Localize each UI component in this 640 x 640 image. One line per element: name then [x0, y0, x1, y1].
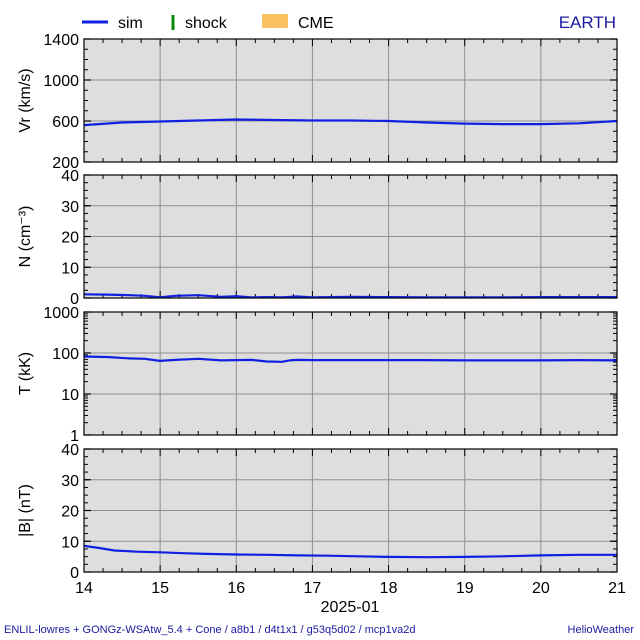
x-tick-label: 19: [456, 580, 474, 597]
plot-area-temperature: [84, 312, 617, 435]
panel-frame-density: [83, 174, 618, 299]
y-tick-label: 1000: [43, 305, 79, 322]
legend: sim shock CME EARTH: [82, 13, 616, 32]
y-tick-label: 40: [61, 442, 79, 459]
footer-brand: HelioWeather: [568, 624, 635, 636]
y-tick-label: 40: [61, 168, 79, 185]
panel-density: 0 10 20 30 40 N (cm⁻³): [17, 168, 618, 308]
series-line-temperature: [83, 355, 618, 363]
panel-frame-bfield: [83, 448, 618, 573]
location-label: EARTH: [559, 13, 616, 32]
x-tick-label: 15: [151, 580, 169, 597]
y-tick-label: 200: [52, 155, 79, 172]
series-line-vr: [83, 118, 618, 127]
y-axis-title-density: N (cm⁻³): [17, 206, 34, 268]
panel-frame-temperature: [83, 311, 618, 436]
panel-bfield: 0 10 20 30 40 |B| (nT) 14 15 16 17 18 19 20 21: [17, 442, 626, 597]
series-line-bfield: [83, 544, 617, 559]
x-tick-label: 17: [304, 580, 322, 597]
y-axis-title-temperature: T (kK): [17, 352, 34, 395]
panel-frame-vr: [83, 38, 618, 163]
y-tick-label: 10: [61, 387, 79, 404]
y-tick-label: 30: [61, 473, 79, 490]
x-tick-label: 21: [608, 580, 626, 597]
plot-area-vr: [84, 39, 617, 162]
y-tick-label: 100: [52, 346, 79, 363]
y-axis-title-vr: Vr (km/s): [17, 68, 34, 132]
x-tick-label: 20: [532, 580, 550, 597]
series-line-density: [83, 293, 617, 299]
footer-model-info: ENLIL-lowres + GONGz-WSAtw_5.4 + Cone / …: [4, 624, 416, 636]
legend-cme-swatch: [262, 14, 288, 28]
y-tick-label: 0: [70, 565, 79, 582]
panel-vr: 200 600 1000 1400 Vr (km/s): [17, 32, 618, 172]
y-tick-label: 1400: [43, 32, 79, 49]
x-tick-label: 18: [380, 580, 398, 597]
y-tick-label: 10: [61, 534, 79, 551]
y-tick-label: 20: [61, 504, 79, 521]
legend-cme-label: CME: [298, 15, 334, 32]
legend-sim-label: sim: [118, 15, 143, 32]
y-tick-label: 20: [61, 230, 79, 247]
y-axis-title-bfield: |B| (nT): [17, 484, 34, 537]
legend-shock-label: shock: [185, 15, 228, 32]
y-tick-label: 10: [61, 260, 79, 277]
y-tick-label: 1000: [43, 73, 79, 90]
y-tick-label: 1: [70, 428, 79, 445]
x-axis-title: 2025-01: [321, 599, 380, 616]
y-tick-label: 0: [70, 291, 79, 308]
y-tick-label: 30: [61, 199, 79, 216]
panel-temperature: 1 10 100 1000 T (kK): [17, 305, 618, 445]
x-tick-label: 14: [75, 580, 93, 597]
x-tick-label: 16: [227, 580, 245, 597]
y-tick-label: 600: [52, 114, 79, 131]
